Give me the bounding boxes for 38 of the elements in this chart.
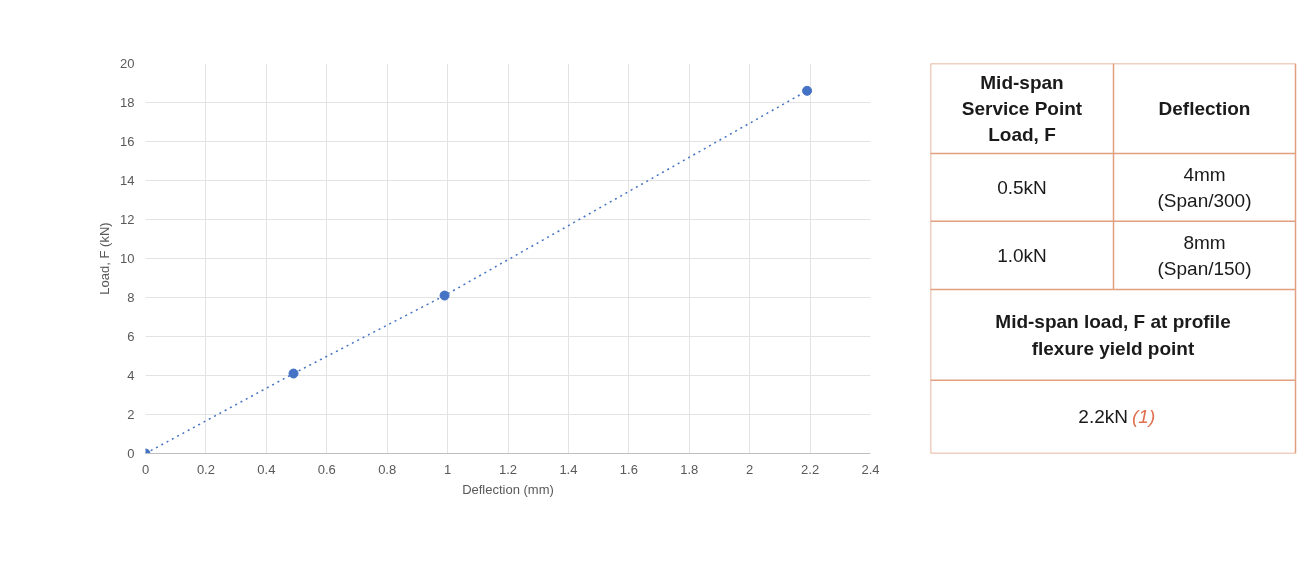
text: 8mm (Span/150) [1157,231,1252,280]
text: Mid-span Service Point Load, F [961,71,1083,146]
x-tick-label: 2.2 [801,461,820,477]
point [802,85,813,96]
y-tick-label: 6 [127,329,135,344]
text: 4mm (Span/300) [1157,163,1252,211]
text: Mid-span load, F at profile flexure yield point [995,311,1231,359]
text: (1) [1132,406,1156,428]
y-tick-label: 20 [120,56,135,71]
text: 0.5kN [997,176,1047,198]
x-tick-label: 1.2 [498,461,518,477]
x-tick-label: 1.4 [559,461,578,477]
x-tick-label: 0.8 [378,461,397,477]
text: 2.2kN [1078,406,1129,428]
y-tick-label: 4 [127,368,135,383]
x-tick-label: 1.6 [619,461,638,477]
point [288,368,299,379]
y-axis-title: Load, F (kN) [97,222,113,295]
x-tick-label: 0 [141,461,150,477]
y-tick-label: 10 [120,251,135,266]
y-tick-label: 18 [120,95,135,110]
x-tick-label: 0.6 [317,461,336,477]
y-tick-label: 8 [127,290,135,305]
x-tick-label: 1.8 [680,461,699,477]
x-tick-label: 2 [746,461,754,477]
y-tick-label: 16 [120,134,135,149]
text: Deflection [1158,97,1251,119]
text: 1.0kN [997,244,1047,266]
x-tick-label: 0.2 [196,461,215,477]
y-tick-label: 2 [127,407,135,422]
x-axis-title: Deflection (mm) [462,481,554,497]
x-tick-label: 2.4 [861,461,880,477]
y-tick-label: 12 [120,212,135,227]
x-tick-label: 0.4 [257,461,276,477]
x-tick-label: 1 [443,461,452,477]
y-tick-label: 14 [120,173,135,188]
point [439,290,450,301]
y-tick-label: 0 [127,446,135,461]
